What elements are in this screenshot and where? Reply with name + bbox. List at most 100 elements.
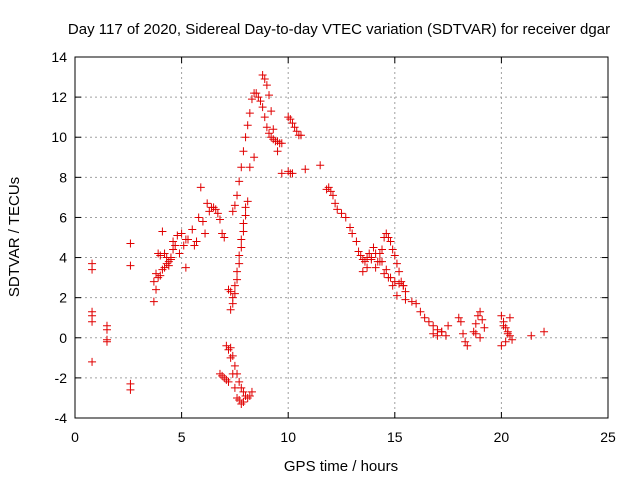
data-point [235, 251, 244, 260]
data-point [237, 163, 246, 172]
data-point [235, 395, 244, 404]
data-point [401, 295, 410, 304]
data-point [478, 315, 487, 324]
data-point [437, 327, 446, 336]
data-point [337, 209, 346, 218]
data-point [126, 261, 135, 270]
data-point [273, 137, 282, 146]
x-axis: 0 5 10 15 20 25 [71, 57, 616, 445]
data-point [247, 387, 256, 396]
data-point [245, 109, 254, 118]
data-point [194, 213, 203, 222]
data-point [218, 229, 227, 238]
data-point [290, 123, 299, 132]
data-point [126, 385, 135, 394]
data-point [230, 281, 239, 290]
y-axis: -4 -2 0 2 4 6 8 10 12 14 [51, 49, 608, 426]
data-point [505, 331, 514, 340]
data-point [444, 321, 453, 330]
data-point [88, 265, 97, 274]
data-point [505, 313, 514, 322]
data-point [160, 249, 169, 258]
data-point [218, 371, 227, 380]
y-tick-label: -2 [55, 370, 68, 386]
data-point [102, 337, 111, 346]
data-point [348, 229, 357, 238]
data-point [126, 239, 135, 248]
data-point [196, 183, 205, 192]
data-point [201, 229, 210, 238]
data-point [301, 165, 310, 174]
data-point [258, 71, 267, 80]
data-point [220, 373, 229, 382]
data-point [233, 393, 242, 402]
data-point [192, 237, 201, 246]
data-point [173, 231, 182, 240]
data-point [241, 133, 250, 142]
data-point [102, 325, 111, 334]
data-point [456, 317, 465, 326]
data-point [326, 187, 335, 196]
data-point [188, 225, 197, 234]
data-point [247, 95, 256, 104]
data-point [333, 205, 342, 214]
data-point [88, 317, 97, 326]
data-point [203, 199, 212, 208]
data-point [241, 203, 250, 212]
data-point [154, 273, 163, 282]
data-point [233, 191, 242, 200]
data-point [269, 135, 278, 144]
data-point [358, 255, 367, 264]
data-point [331, 199, 340, 208]
data-point [395, 279, 404, 288]
data-point [463, 341, 472, 350]
y-tick-label: 10 [51, 129, 67, 145]
data-point [237, 383, 246, 392]
data-point [416, 307, 425, 316]
data-point [461, 337, 470, 346]
data-point [384, 233, 393, 242]
data-point [328, 191, 337, 200]
data-point [243, 121, 252, 130]
data-point [149, 297, 158, 306]
data-point [243, 393, 252, 402]
data-point [166, 255, 175, 264]
data-point [226, 287, 235, 296]
data-point [358, 267, 367, 276]
x-tick-label: 10 [280, 429, 296, 445]
data-point [239, 227, 248, 236]
data-point [239, 387, 248, 396]
data-point [540, 327, 549, 336]
data-point [235, 259, 244, 268]
data-point [260, 75, 269, 84]
y-tick-label: 14 [51, 49, 67, 65]
data-point [211, 205, 220, 214]
data-point [183, 235, 192, 244]
data-point [433, 331, 442, 340]
data-point [267, 133, 276, 142]
data-point [352, 237, 361, 246]
data-point [277, 169, 286, 178]
data-point [260, 113, 269, 122]
data-point [503, 329, 512, 338]
data-point [273, 147, 282, 156]
data-point [316, 161, 325, 170]
data-point [262, 81, 271, 90]
data-point [222, 375, 231, 384]
data-point [152, 285, 161, 294]
y-tick-label: -4 [55, 410, 68, 426]
data-point [213, 209, 222, 218]
data-point [233, 369, 242, 378]
data-point [156, 251, 165, 260]
data-point [269, 125, 278, 134]
data-point [156, 271, 165, 280]
data-point [471, 329, 480, 338]
y-axis-label: SDTVAR / TECUs [6, 177, 23, 297]
data-point [499, 321, 508, 330]
data-point [378, 245, 387, 254]
data-point [497, 311, 506, 320]
data-point [209, 203, 218, 212]
data-point [469, 327, 478, 336]
data-point [169, 245, 178, 254]
